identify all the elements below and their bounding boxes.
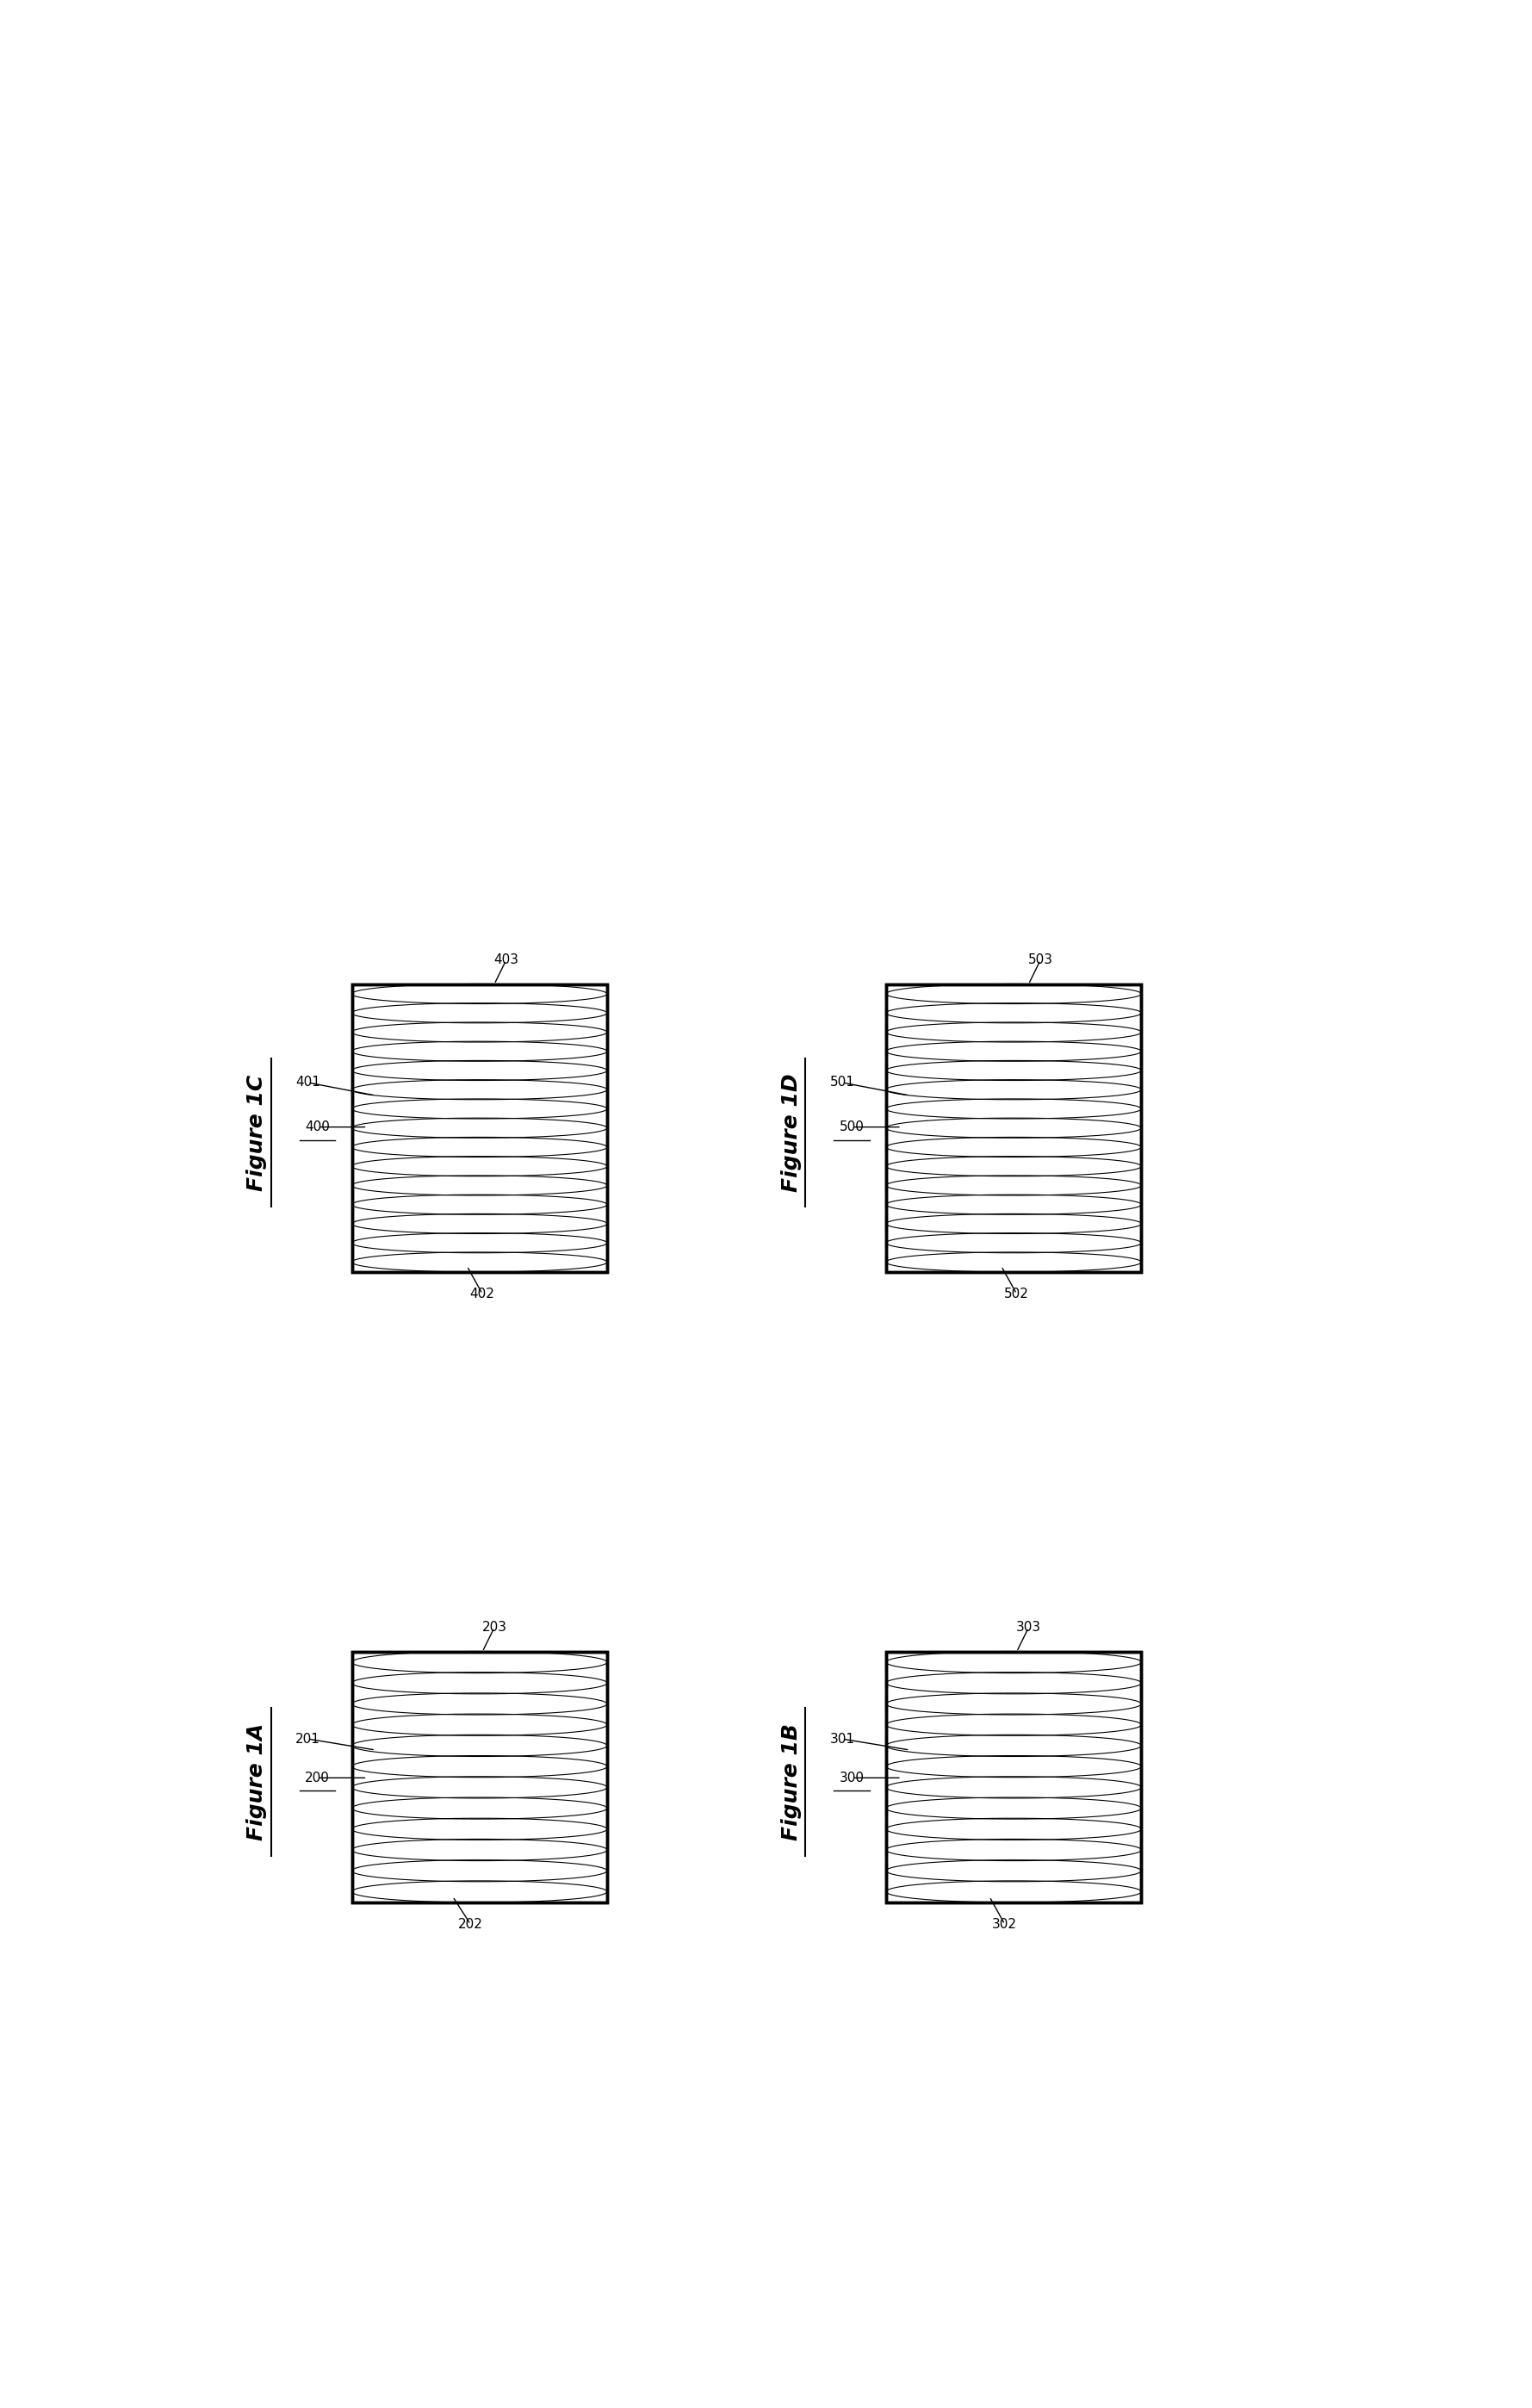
Text: Figure 1A: Figure 1A — [247, 1722, 267, 1840]
Text: Figure 1C: Figure 1C — [247, 1074, 267, 1192]
Text: 202: 202 — [458, 1917, 483, 1931]
Text: 300: 300 — [840, 1772, 864, 1784]
Text: 502: 502 — [1005, 1288, 1030, 1300]
Text: 203: 203 — [481, 1621, 507, 1635]
Text: 201: 201 — [296, 1731, 320, 1746]
Text: 500: 500 — [840, 1120, 864, 1134]
Text: Figure 1B: Figure 1B — [781, 1724, 801, 1840]
Text: 301: 301 — [830, 1731, 855, 1746]
Text: Figure 1D: Figure 1D — [781, 1074, 801, 1192]
Text: 400: 400 — [305, 1120, 329, 1134]
Bar — [885, 985, 1141, 1271]
Text: 403: 403 — [493, 954, 519, 966]
Text: 401: 401 — [296, 1076, 320, 1088]
Bar — [352, 1652, 607, 1902]
Bar — [885, 1652, 1141, 1902]
Text: 501: 501 — [830, 1076, 855, 1088]
Bar — [352, 1652, 607, 1902]
Text: 503: 503 — [1028, 954, 1052, 966]
Text: 303: 303 — [1016, 1621, 1042, 1635]
Text: 302: 302 — [993, 1917, 1017, 1931]
Text: 402: 402 — [470, 1288, 495, 1300]
Bar — [352, 985, 607, 1271]
Bar — [885, 985, 1141, 1271]
Bar — [885, 1652, 1141, 1902]
Bar — [352, 985, 607, 1271]
Text: 200: 200 — [305, 1772, 329, 1784]
